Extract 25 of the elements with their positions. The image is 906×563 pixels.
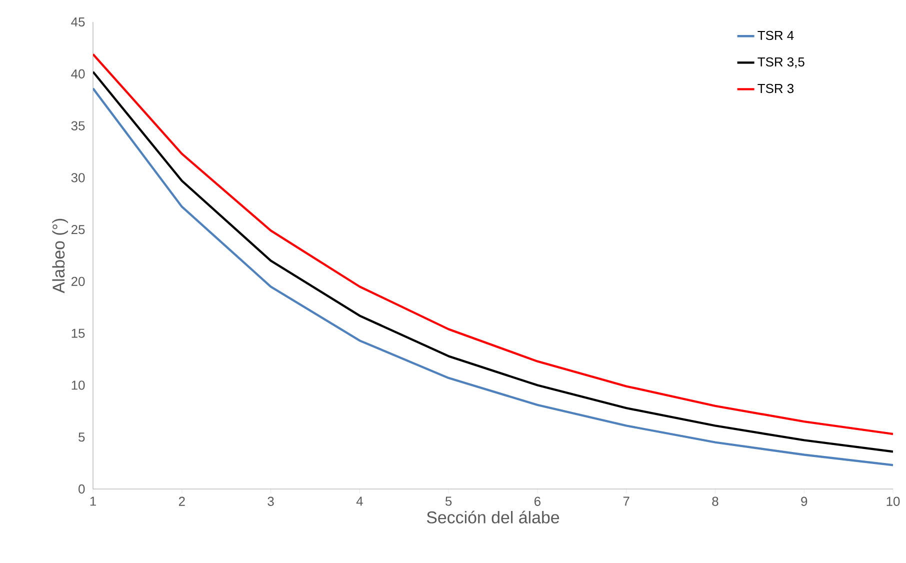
y-tick-label: 35 <box>71 121 85 130</box>
y-tick-label: 5 <box>78 432 85 442</box>
y-tick-label: 15 <box>72 328 85 338</box>
y-axis-title: Alabeo (°) <box>52 218 68 294</box>
x-tick-label: 4 <box>356 496 363 506</box>
x-axis-title: Sección del álabe <box>426 510 560 524</box>
y-tick-label: 30 <box>71 173 85 182</box>
x-tick-label: 3 <box>268 496 274 506</box>
x-tick-label: 5 <box>445 496 452 506</box>
x-tick-label: 10 <box>886 496 900 506</box>
x-tick-label: 8 <box>712 496 718 506</box>
y-tick-label: 45 <box>71 17 85 27</box>
x-tick-label: 6 <box>534 496 540 506</box>
x-tick-label: 2 <box>178 496 185 506</box>
legend-label: TSR 3 <box>758 84 794 94</box>
legend-label: TSR 3,5 <box>758 57 804 68</box>
y-tick-label: 0 <box>78 484 85 494</box>
x-tick-label: 7 <box>623 496 630 506</box>
x-tick-label: 1 <box>90 496 96 506</box>
legend-label: TSR 4 <box>758 30 794 40</box>
y-tick-label: 10 <box>72 380 85 390</box>
y-tick-label: 20 <box>71 276 85 286</box>
y-tick-label: 40 <box>71 69 85 78</box>
x-tick-label: 9 <box>801 496 808 506</box>
y-tick-label: 25 <box>71 224 85 234</box>
